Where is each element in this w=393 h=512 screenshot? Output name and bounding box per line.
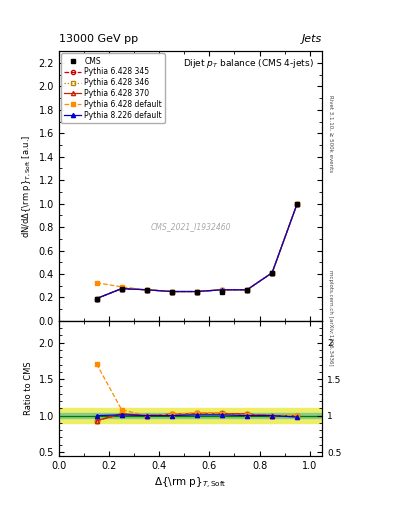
Text: 13000 GeV pp: 13000 GeV pp (59, 34, 138, 45)
Text: Jets: Jets (302, 34, 322, 45)
Text: CMS_2021_I1932460: CMS_2021_I1932460 (151, 222, 231, 231)
Y-axis label: Ratio to CMS: Ratio to CMS (24, 361, 33, 415)
X-axis label: $\Delta${\rm p}$_{T,\rm Soft}$: $\Delta${\rm p}$_{T,\rm Soft}$ (154, 476, 227, 491)
Text: Rivet 3.1.10, ≥ 500k events: Rivet 3.1.10, ≥ 500k events (328, 95, 333, 172)
Text: Dijet $p_T$ balance (CMS 4-jets): Dijet $p_T$ balance (CMS 4-jets) (184, 57, 314, 70)
Y-axis label: dN/d$\Delta${\rm p}$_{T,\rm Soft}$ [a.u.]: dN/d$\Delta${\rm p}$_{T,\rm Soft}$ [a.u.… (20, 134, 33, 238)
Text: mcplots.cern.ch [arXiv:1306.3436]: mcplots.cern.ch [arXiv:1306.3436] (328, 270, 333, 365)
Legend: CMS, Pythia 6.428 345, Pythia 6.428 346, Pythia 6.428 370, Pythia 6.428 default,: CMS, Pythia 6.428 345, Pythia 6.428 346,… (61, 53, 165, 123)
